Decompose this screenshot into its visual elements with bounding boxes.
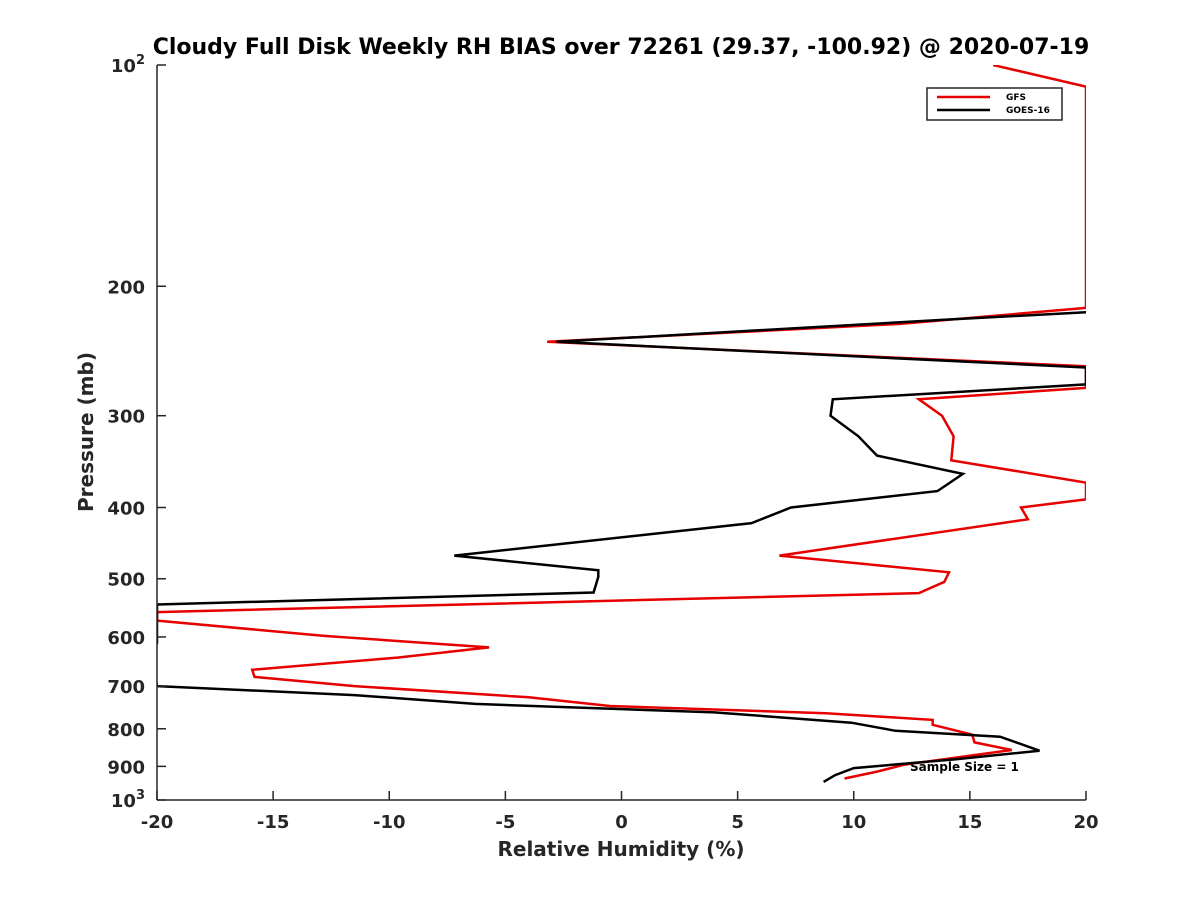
legend-label-goes-16: GOES-16 bbox=[1006, 106, 1050, 116]
x-tick-label: 15 bbox=[957, 812, 982, 833]
x-tick-label: 0 bbox=[615, 812, 628, 833]
y-tick-label: 900 bbox=[107, 757, 145, 778]
y-tick-label: 102 bbox=[111, 53, 145, 77]
y-tick-label: 400 bbox=[107, 499, 145, 520]
y-tick-label: 800 bbox=[107, 720, 145, 741]
x-tick-label: -15 bbox=[257, 812, 290, 833]
series-line-gfs bbox=[157, 65, 1086, 780]
x-ticks: -20 -15 -10 -5 0 5 10 15 20 bbox=[141, 791, 1099, 833]
x-tick-label: 5 bbox=[731, 812, 744, 833]
x-tick-label: -10 bbox=[373, 812, 406, 833]
y-axis-label: Pressure (mb) bbox=[74, 352, 98, 512]
legend-box bbox=[926, 87, 1063, 121]
x-tick-label: 10 bbox=[841, 812, 866, 833]
legend-label-gfs: GFS bbox=[1006, 93, 1026, 103]
axes bbox=[156, 65, 1086, 801]
y-tick-label: 600 bbox=[107, 628, 145, 649]
x-tick-label: -20 bbox=[141, 812, 174, 833]
series-line-goes-16 bbox=[157, 311, 1086, 783]
chart-title: Cloudy Full Disk Weekly RH BIAS over 722… bbox=[153, 35, 1090, 60]
y-tick-label: 500 bbox=[107, 570, 145, 591]
x-tick-label: -5 bbox=[495, 812, 515, 833]
y-ticks: 102 200 300 400 500 600 700 800 900 103 bbox=[107, 53, 166, 812]
sample-size-annotation: Sample Size = 1 bbox=[910, 760, 1019, 774]
y-tick-label: 200 bbox=[107, 277, 145, 298]
y-tick-label: 700 bbox=[107, 677, 145, 698]
x-tick-label: 20 bbox=[1073, 812, 1098, 833]
y-tick-label: 103 bbox=[111, 788, 145, 812]
y-tick-label: 300 bbox=[107, 407, 145, 428]
x-axis-label: Relative Humidity (%) bbox=[497, 837, 744, 861]
legend: GFS GOES-16 bbox=[926, 87, 1063, 121]
series-layer bbox=[157, 65, 1086, 783]
